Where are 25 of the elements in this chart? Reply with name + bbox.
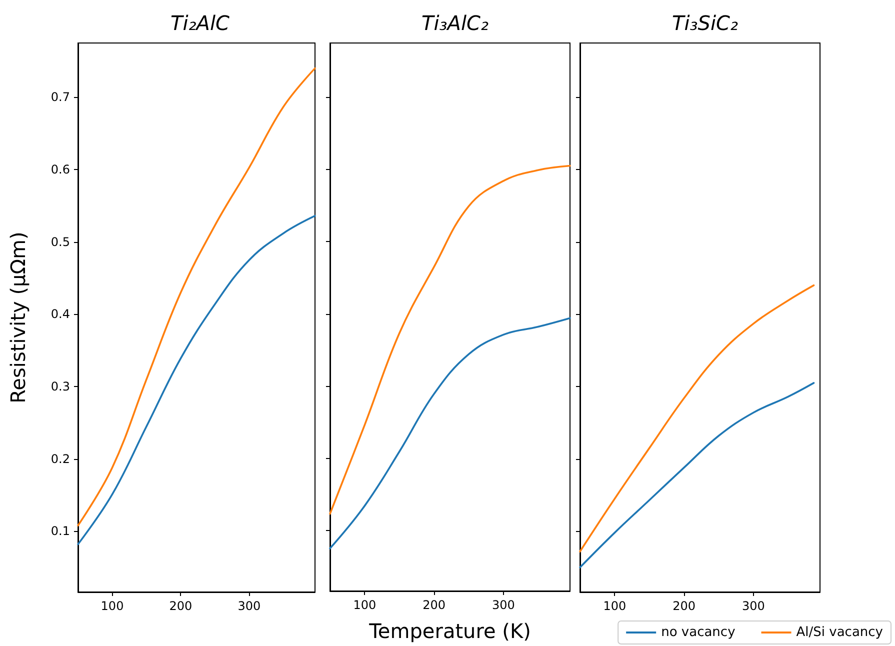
- x-tick-label: 100: [603, 599, 626, 613]
- chart-title: Ti₃SiC₂: [672, 11, 738, 35]
- legend-label: Al/Si vacancy: [796, 625, 884, 640]
- x-tick-label: 200: [672, 599, 696, 613]
- x-tick-label: 200: [422, 598, 446, 612]
- x-tick-label: 100: [100, 599, 124, 613]
- line-series: [77, 214, 316, 546]
- x-tick-label: 300: [492, 598, 515, 612]
- chart-title: Ti₃AlC₂: [421, 11, 489, 35]
- chart-title: Ti₂AlC: [170, 11, 230, 35]
- x-tick-label: 200: [169, 599, 192, 613]
- x-tick-label: 300: [742, 599, 765, 613]
- y-tick-label: 0.4: [50, 307, 70, 322]
- y-tick-label: 0.1: [50, 524, 70, 538]
- y-axis-title: Resistivity (μΩm): [6, 232, 30, 404]
- y-tick-label: 0.2: [50, 452, 70, 466]
- x-axis-title: Temperature (K): [368, 619, 531, 643]
- y-tick-label: 0.7: [50, 90, 70, 104]
- y-tick-label: 0.3: [50, 380, 70, 394]
- line-series: [77, 67, 316, 526]
- legend-label: no vacancy: [661, 625, 736, 640]
- y-tick-label: 0.6: [50, 162, 70, 177]
- x-tick-label: 100: [353, 598, 376, 612]
- y-tick-label: 0.5: [50, 234, 70, 249]
- x-tick-label: 300: [238, 599, 261, 613]
